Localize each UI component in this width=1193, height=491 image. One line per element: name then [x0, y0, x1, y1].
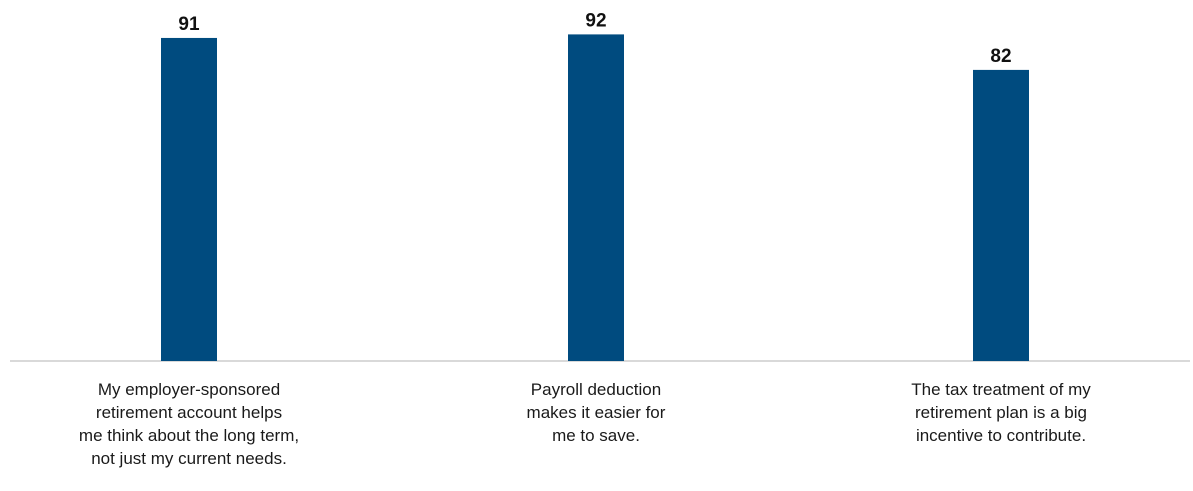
data-label-3: 82: [990, 46, 1011, 67]
category-label-3: The tax treatment of my retirement plan …: [911, 380, 1091, 445]
category-label-1: My employer-sponsored retirement account…: [78, 380, 300, 468]
bars-group: [161, 34, 1029, 362]
data-label-1: 91: [178, 14, 200, 35]
data-label-2: 92: [585, 10, 606, 31]
category-label-2: Payroll deduction makes it easier for me…: [526, 380, 666, 445]
bar-1: [161, 37, 217, 361]
data-labels-group: 91 92 82: [178, 10, 1011, 67]
bar-3: [973, 69, 1029, 362]
bar-2: [568, 34, 624, 362]
